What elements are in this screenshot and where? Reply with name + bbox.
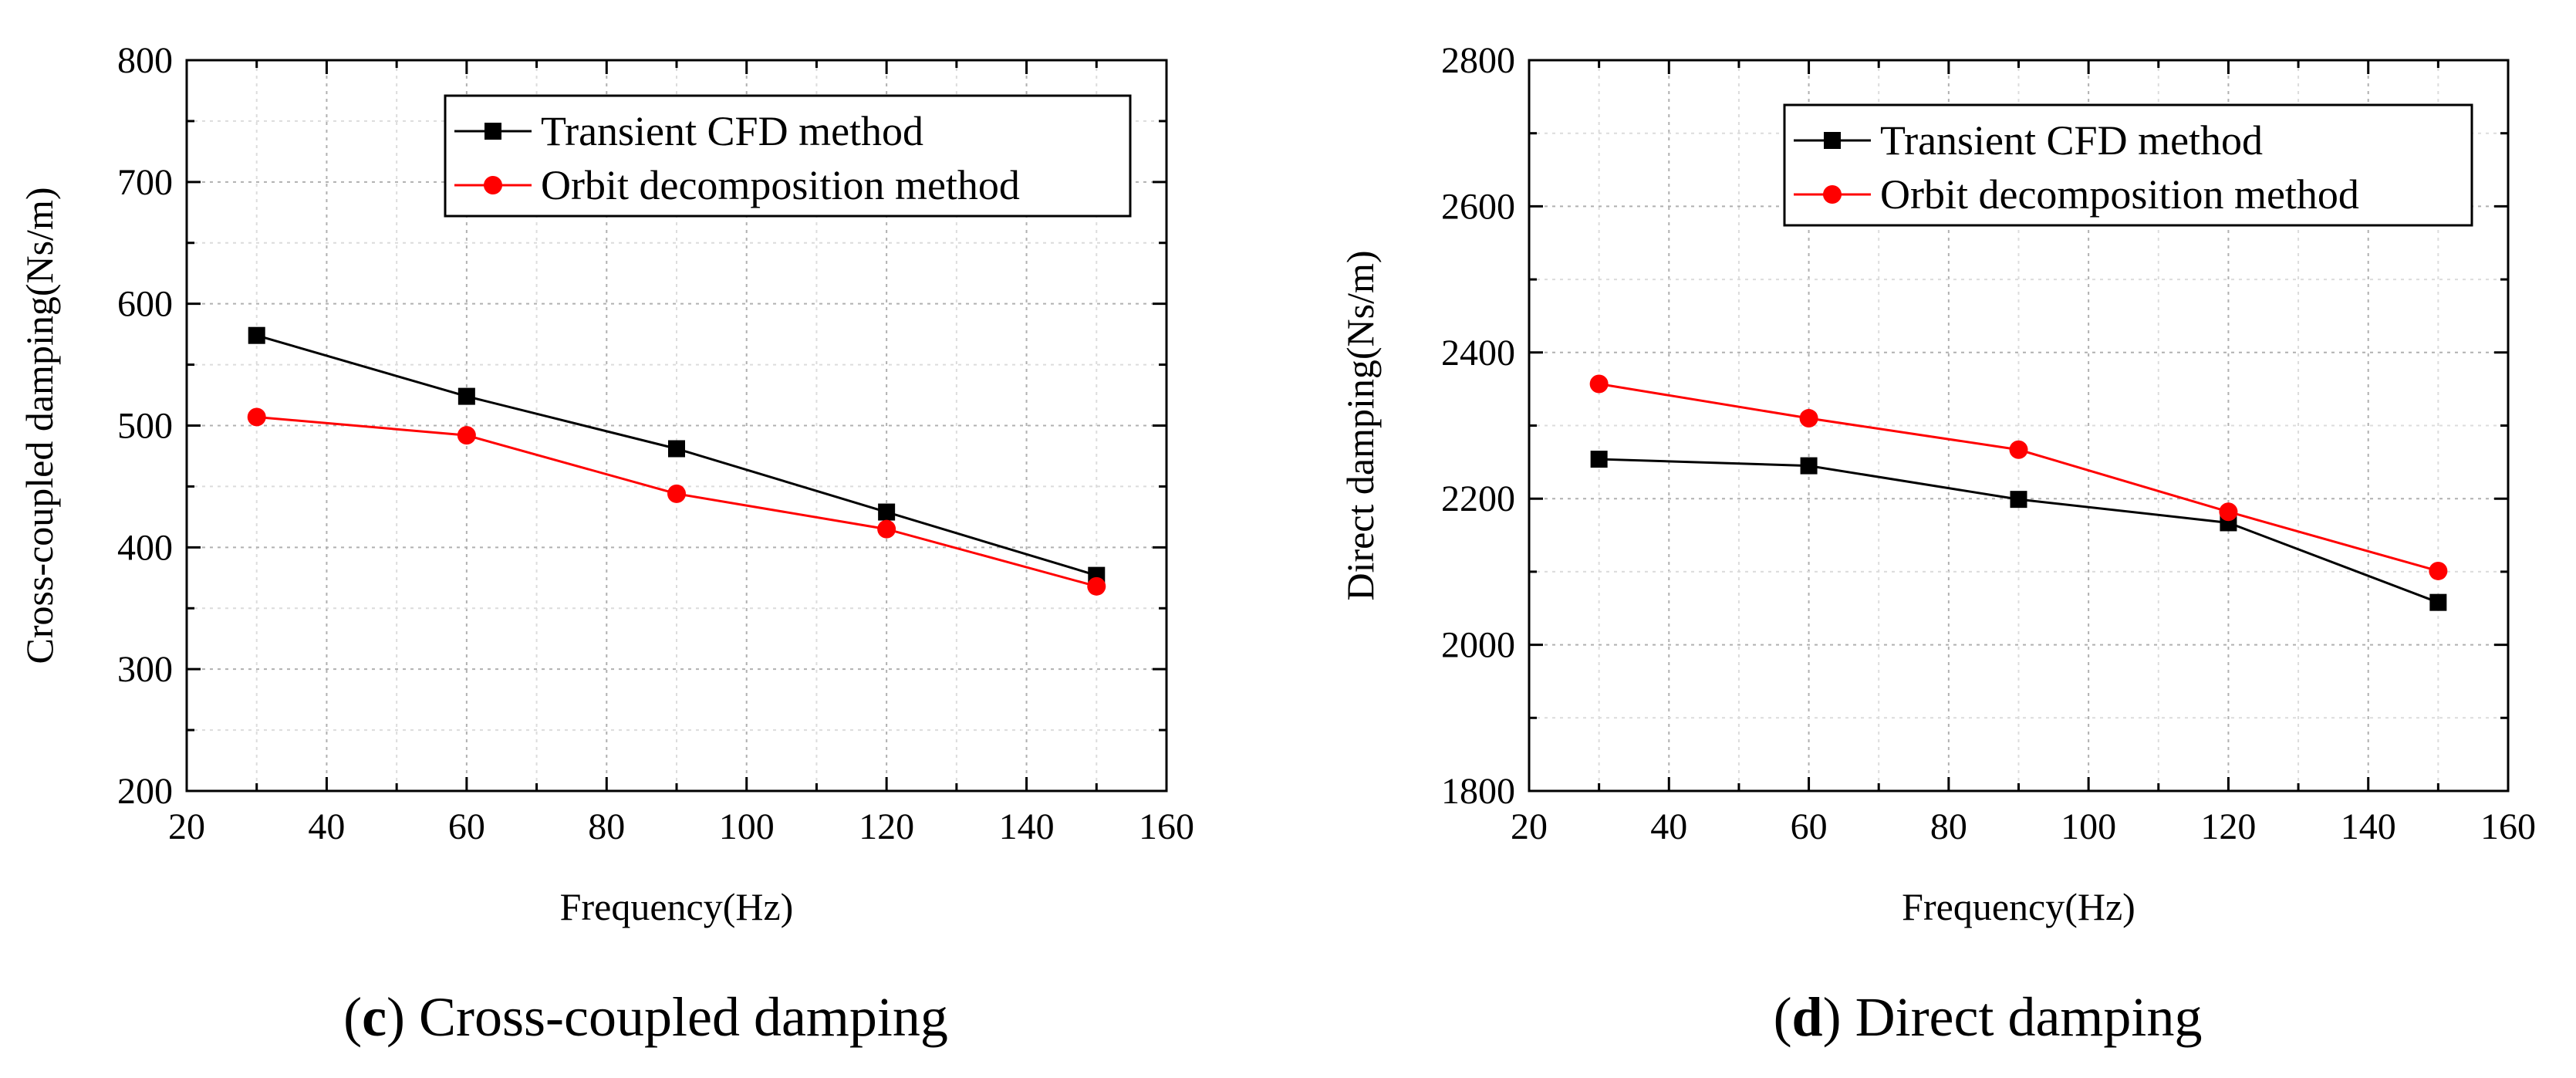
x-tick-label: 40 — [308, 806, 345, 847]
data-point — [1590, 451, 1608, 468]
data-point — [247, 407, 266, 427]
x-tick-label: 80 — [1930, 806, 1967, 847]
data-point — [1087, 576, 1106, 596]
y-tick-label: 600 — [117, 284, 173, 325]
y-tick-label: 2600 — [1441, 186, 1515, 227]
y-tick-label: 500 — [117, 406, 173, 447]
legend-label: Transient CFD method — [1880, 117, 2263, 164]
data-point — [457, 387, 475, 405]
x-tick-label: 20 — [1511, 806, 1548, 847]
x-tick-label: 160 — [2480, 806, 2536, 847]
figure-caption: (d) Direct damping — [1774, 986, 2203, 1048]
series-orbit-decomposition — [247, 407, 1106, 596]
data-point — [248, 326, 265, 344]
caption-paren: ( — [343, 986, 362, 1048]
data-point — [2010, 491, 2027, 509]
series-transient-cfd — [248, 326, 1106, 584]
x-tick-label: 60 — [448, 806, 485, 847]
caption-paren: ) — [387, 986, 419, 1048]
x-axis-label: Frequency(Hz) — [1902, 885, 2135, 928]
y-tick-label: 2800 — [1441, 40, 1515, 81]
data-point — [878, 503, 896, 521]
x-tick-label: 140 — [999, 806, 1055, 847]
caption-paren: ) — [1823, 986, 1855, 1048]
grid-lines — [1529, 60, 2508, 791]
caption-paren: ( — [1774, 986, 1792, 1048]
legend-marker — [484, 176, 502, 194]
legend-box — [444, 94, 1132, 218]
axis-ticks — [1528, 59, 2510, 792]
chart-panel-d: 20 40 60 80 100 120 140 160 1800 2000 2200 2400 2600… — [1339, 40, 2536, 1048]
series-line — [1599, 458, 2439, 604]
x-tick-label: 140 — [2341, 806, 2396, 847]
caption-letter: c — [362, 986, 387, 1048]
series-orbit-decomposition — [1589, 374, 2448, 580]
legend-marker — [1823, 185, 1842, 204]
y-axis-label: Direct damping(Ns/m) — [1339, 250, 1382, 600]
x-tick-label: 20 — [168, 806, 205, 847]
y-tick-label: 200 — [117, 771, 173, 812]
data-point — [2429, 561, 2448, 580]
y-tick-label: 800 — [117, 40, 173, 81]
data-point — [1799, 409, 1818, 428]
legend-marker — [484, 123, 501, 140]
y-tick-label: 300 — [117, 649, 173, 690]
x-tick-label: 100 — [719, 806, 775, 847]
data-point — [877, 519, 896, 539]
data-point — [667, 484, 686, 503]
y-tick-label: 1800 — [1441, 771, 1515, 812]
y-tick-label: 400 — [117, 527, 173, 568]
x-tick-label: 80 — [588, 806, 625, 847]
legend-label: Transient CFD method — [541, 108, 923, 154]
data-point — [1589, 374, 1609, 394]
x-tick-label: 120 — [859, 806, 914, 847]
legend-marker — [1824, 132, 1841, 149]
figure-caption: (c) Cross-coupled damping — [343, 986, 948, 1048]
caption-text: Direct damping — [1855, 986, 2203, 1048]
y-tick-label: 2400 — [1441, 333, 1515, 373]
data-point — [668, 440, 685, 458]
y-tick-label: 2000 — [1441, 625, 1515, 666]
legend-label: Orbit decomposition method — [1880, 171, 2359, 218]
legend-box — [1783, 103, 2473, 227]
data-point — [2219, 502, 2238, 522]
data-point — [2009, 440, 2028, 459]
x-tick-label: 40 — [1650, 806, 1687, 847]
caption-letter: d — [1792, 986, 1823, 1048]
x-axis-label: Frequency(Hz) — [560, 885, 794, 928]
x-tick-label: 100 — [2061, 806, 2116, 847]
x-tick-label: 120 — [2200, 806, 2256, 847]
axis-ticks — [185, 59, 1168, 792]
chart-panel-c: 20 40 60 80 100 120 140 160 200 300 400 500 600 700 80… — [18, 40, 1194, 1048]
x-tick-label: 60 — [1791, 806, 1828, 847]
legend: Transient CFD method Orbit decomposition … — [1783, 103, 2473, 227]
data-point — [1800, 457, 1818, 475]
legend-label: Orbit decomposition method — [541, 162, 1020, 208]
legend: Transient CFD method Orbit decomposition … — [444, 94, 1132, 218]
data-point — [2429, 593, 2447, 611]
caption-text: Cross-coupled damping — [419, 986, 948, 1048]
y-tick-label: 2200 — [1441, 478, 1515, 519]
x-tick-label: 160 — [1139, 806, 1194, 847]
data-point — [457, 426, 476, 445]
y-tick-label: 700 — [117, 162, 173, 203]
y-axis-label: Cross-coupled damping(Ns/m) — [18, 188, 61, 664]
